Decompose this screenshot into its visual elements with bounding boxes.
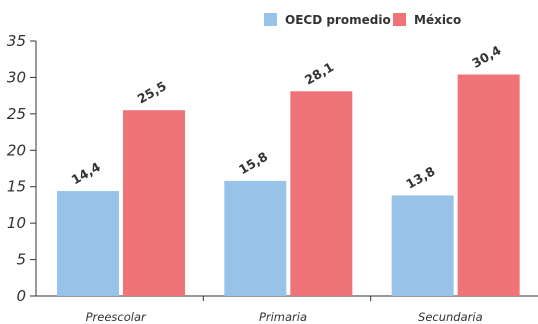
y-tick-label: 0: [16, 287, 26, 305]
bar: [290, 91, 353, 297]
bar: [457, 74, 520, 296]
legend-swatch: [393, 13, 406, 26]
bar: [57, 191, 119, 296]
data-label: 14,4: [69, 159, 103, 188]
x-axis: Preescolar Primaria Secundaria: [36, 295, 538, 324]
data-label: 15,8: [236, 149, 270, 177]
legend-label: OECD promedio: [285, 13, 391, 27]
bars: [57, 74, 520, 297]
bar: [123, 110, 185, 296]
data-label: 28,1: [302, 59, 336, 87]
y-tick-label: 30: [7, 68, 26, 86]
bar: [224, 180, 287, 296]
x-category-label: Secundaria: [418, 310, 483, 324]
legend: OECD promedio México: [264, 13, 461, 27]
y-tick-label: 15: [7, 178, 26, 196]
legend-swatch: [264, 13, 277, 26]
y-tick-label: 10: [7, 214, 26, 232]
x-category-label: Preescolar: [86, 310, 147, 324]
bar: [391, 195, 454, 296]
x-category-label: Primaria: [259, 310, 307, 324]
y-tick-label: 5: [16, 251, 26, 269]
data-label: 13,8: [403, 163, 437, 191]
data-label: 25,5: [135, 78, 169, 106]
y-tick-label: 35: [7, 32, 26, 50]
y-axis: 0 5 10 15 20 25 30 35: [7, 32, 37, 305]
data-label: 30,4: [469, 42, 503, 71]
y-tick-label: 20: [7, 141, 26, 159]
y-tick-label: 25: [7, 105, 26, 123]
legend-label: México: [414, 13, 461, 27]
